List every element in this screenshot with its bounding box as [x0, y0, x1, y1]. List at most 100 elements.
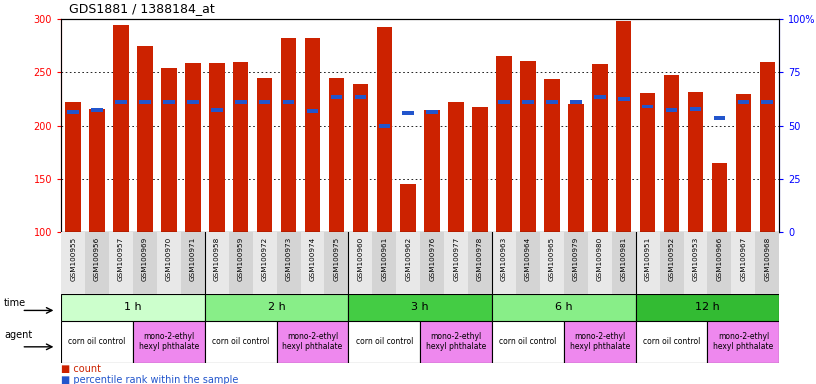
Bar: [325, 232, 348, 294]
Bar: [761, 101, 773, 104]
Bar: [133, 321, 205, 363]
Bar: [91, 108, 103, 112]
Bar: [424, 110, 440, 232]
Bar: [612, 232, 636, 294]
Text: GSM100966: GSM100966: [716, 237, 722, 281]
Text: 1 h: 1 h: [124, 302, 142, 312]
Text: GSM100964: GSM100964: [525, 237, 531, 281]
Bar: [540, 232, 564, 294]
Bar: [277, 321, 348, 363]
Bar: [85, 232, 109, 294]
Text: GSM100959: GSM100959: [237, 237, 244, 281]
Bar: [185, 63, 201, 232]
Bar: [663, 74, 680, 232]
Text: corn oil control: corn oil control: [69, 337, 126, 346]
Bar: [616, 22, 632, 232]
Bar: [61, 294, 205, 321]
Bar: [594, 95, 605, 99]
Text: GSM100968: GSM100968: [765, 237, 770, 281]
Bar: [259, 101, 270, 104]
Text: agent: agent: [4, 330, 33, 341]
Bar: [355, 95, 366, 99]
Text: GSM100975: GSM100975: [334, 237, 339, 281]
Text: GSM100971: GSM100971: [190, 237, 196, 281]
Text: 12 h: 12 h: [695, 302, 720, 312]
Bar: [618, 97, 629, 101]
Text: time: time: [4, 298, 26, 308]
Bar: [330, 95, 342, 99]
Bar: [520, 61, 536, 232]
Bar: [348, 232, 372, 294]
Bar: [209, 63, 224, 232]
Bar: [205, 232, 228, 294]
Bar: [468, 232, 492, 294]
Text: corn oil control: corn oil control: [212, 337, 269, 346]
Bar: [570, 101, 582, 104]
Bar: [666, 108, 677, 112]
Bar: [376, 26, 392, 232]
Text: GSM100957: GSM100957: [118, 237, 124, 281]
Text: GSM100972: GSM100972: [262, 237, 268, 281]
Bar: [448, 102, 464, 232]
Text: corn oil control: corn oil control: [499, 337, 557, 346]
Bar: [492, 232, 516, 294]
Text: GSM100955: GSM100955: [70, 237, 76, 281]
Bar: [181, 232, 205, 294]
Bar: [109, 232, 133, 294]
Bar: [636, 321, 707, 363]
Bar: [684, 232, 707, 294]
Bar: [397, 232, 420, 294]
Text: mono-2-ethyl
hexyl phthalate: mono-2-ethyl hexyl phthalate: [426, 332, 486, 351]
Bar: [401, 184, 416, 232]
Bar: [205, 321, 277, 363]
Bar: [496, 56, 512, 232]
Bar: [65, 102, 81, 232]
Text: GDS1881 / 1388184_at: GDS1881 / 1388184_at: [69, 2, 215, 15]
Bar: [157, 232, 181, 294]
Bar: [714, 116, 725, 120]
Bar: [307, 109, 318, 113]
Text: GSM100969: GSM100969: [142, 237, 148, 281]
Text: GSM100958: GSM100958: [214, 237, 220, 281]
Text: GSM100981: GSM100981: [621, 237, 627, 281]
Bar: [420, 232, 444, 294]
Bar: [379, 124, 390, 127]
Bar: [281, 38, 296, 232]
Bar: [420, 321, 492, 363]
Bar: [348, 294, 492, 321]
Bar: [211, 108, 223, 112]
Text: 3 h: 3 h: [411, 302, 429, 312]
Bar: [283, 101, 295, 104]
Bar: [257, 78, 273, 232]
Bar: [304, 38, 321, 232]
Text: GSM100965: GSM100965: [549, 237, 555, 281]
Text: GSM100963: GSM100963: [501, 237, 507, 281]
Bar: [707, 232, 731, 294]
Text: GSM100967: GSM100967: [740, 237, 747, 281]
Bar: [137, 46, 153, 232]
Bar: [277, 232, 300, 294]
Text: GSM100977: GSM100977: [453, 237, 459, 281]
Text: corn oil control: corn oil control: [643, 337, 700, 346]
Bar: [89, 109, 105, 232]
Bar: [738, 101, 749, 104]
Bar: [163, 101, 175, 104]
Bar: [492, 294, 636, 321]
Text: GSM100976: GSM100976: [429, 237, 435, 281]
Bar: [61, 232, 85, 294]
Text: GSM100953: GSM100953: [693, 237, 698, 281]
Text: GSM100974: GSM100974: [309, 237, 316, 281]
Bar: [592, 64, 608, 232]
Text: GSM100980: GSM100980: [596, 237, 603, 281]
Text: mono-2-ethyl
hexyl phthalate: mono-2-ethyl hexyl phthalate: [282, 332, 343, 351]
Bar: [68, 110, 79, 114]
Bar: [233, 62, 249, 232]
Text: mono-2-ethyl
hexyl phthalate: mono-2-ethyl hexyl phthalate: [570, 332, 630, 351]
Bar: [444, 232, 468, 294]
Text: ■ percentile rank within the sample: ■ percentile rank within the sample: [61, 375, 238, 384]
Bar: [472, 107, 488, 232]
Text: GSM100979: GSM100979: [573, 237, 579, 281]
Text: GSM100951: GSM100951: [645, 237, 650, 281]
Bar: [756, 232, 779, 294]
Bar: [115, 101, 126, 104]
